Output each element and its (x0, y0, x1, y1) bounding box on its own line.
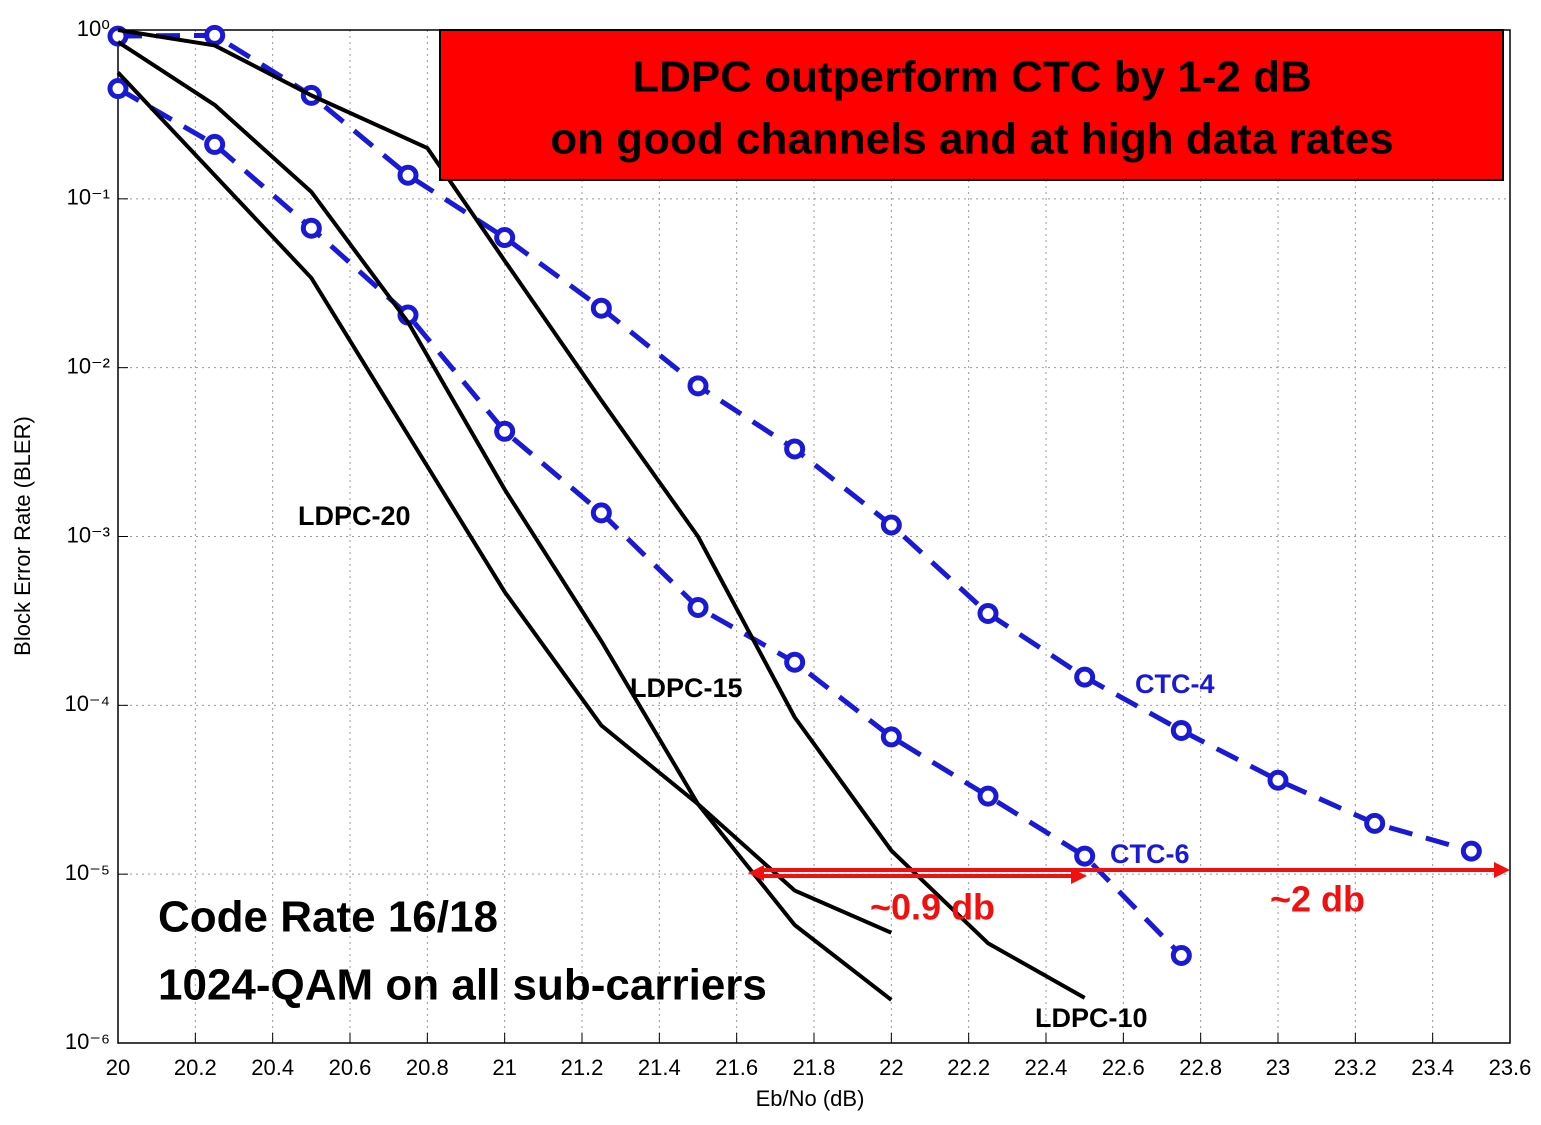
series-marker (1267, 769, 1289, 791)
chart-title: LDPC outperform CTC by 1-2 dB (632, 53, 1312, 102)
y-axis-label: Block Error Rate (BLER) (10, 416, 35, 656)
series-marker (1460, 840, 1482, 862)
series-marker (204, 24, 226, 46)
series-marker (880, 514, 902, 536)
series-marker (204, 133, 226, 155)
x-tick-label: 21.8 (793, 1055, 836, 1080)
series-marker (977, 785, 999, 807)
series-marker (590, 502, 612, 524)
series-label: LDPC-15 (630, 673, 743, 703)
y-tick-label: 10⁻⁵ (65, 860, 110, 885)
x-tick-label: 20.6 (329, 1055, 372, 1080)
chart-title: on good channels and at high data rates (550, 115, 1393, 164)
series-label: LDPC-20 (298, 501, 411, 531)
arrow-head (748, 865, 764, 881)
x-tick-label: 23 (1266, 1055, 1290, 1080)
series-line (116, 71, 893, 1002)
x-tick-label: 21 (492, 1055, 516, 1080)
series-marker (1074, 845, 1096, 867)
series-label: CTC-4 (1135, 669, 1215, 699)
x-tick-label: 20.8 (406, 1055, 449, 1080)
y-tick-label: 10⁻¹ (67, 185, 110, 210)
series-line (117, 28, 1086, 1000)
x-tick-label: 20 (106, 1055, 130, 1080)
annotation: 1024-QAM on all sub-carriers (158, 961, 767, 1010)
series-label: CTC-6 (1110, 839, 1190, 869)
y-tick-label: 10⁻⁴ (64, 691, 110, 716)
annotation: ~0.9 db (870, 887, 995, 928)
series-marker (300, 217, 322, 239)
x-tick-label: 21.2 (561, 1055, 604, 1080)
series-marker (687, 596, 709, 618)
series-marker (494, 420, 516, 442)
series-line (116, 86, 1184, 958)
series-marker (1170, 944, 1192, 966)
series-marker (1364, 812, 1386, 834)
y-tick-label: 10⁻² (67, 353, 110, 378)
series-marker (1074, 666, 1096, 688)
y-tick-label: 10⁻⁶ (65, 1029, 110, 1054)
x-tick-label: 23.6 (1489, 1055, 1532, 1080)
x-tick-label: 22.2 (947, 1055, 990, 1080)
x-tick-label: 22.4 (1025, 1055, 1068, 1080)
series-marker (880, 726, 902, 748)
x-axis-label: Eb/No (dB) (756, 1086, 865, 1111)
series-marker (107, 78, 129, 100)
x-tick-label: 20.4 (251, 1055, 294, 1080)
series-marker (494, 227, 516, 249)
title-box (439, 29, 1504, 181)
x-tick-label: 22 (879, 1055, 903, 1080)
x-tick-label: 21.6 (715, 1055, 758, 1080)
annotation: ~2 db (1270, 879, 1365, 920)
series-marker (590, 297, 612, 319)
series-line (116, 40, 893, 935)
series-marker (784, 438, 806, 460)
y-tick-label: 10⁻³ (67, 522, 110, 547)
annotation: Code Rate 16/18 (158, 893, 498, 942)
series-marker (1170, 719, 1192, 741)
arrow-head (1494, 862, 1510, 878)
series-marker (687, 375, 709, 397)
series-marker (397, 164, 419, 186)
x-tick-label: 23.4 (1411, 1055, 1454, 1080)
series-label: LDPC-10 (1035, 1003, 1148, 1033)
x-tick-label: 21.4 (638, 1055, 681, 1080)
y-tick-label: 10⁰ (77, 16, 110, 41)
x-tick-label: 22.8 (1179, 1055, 1222, 1080)
arrow-head (1071, 868, 1087, 884)
x-tick-label: 20.2 (174, 1055, 217, 1080)
series-marker (784, 651, 806, 673)
x-tick-label: 23.2 (1334, 1055, 1377, 1080)
x-tick-label: 22.6 (1102, 1055, 1145, 1080)
series-marker (977, 602, 999, 624)
